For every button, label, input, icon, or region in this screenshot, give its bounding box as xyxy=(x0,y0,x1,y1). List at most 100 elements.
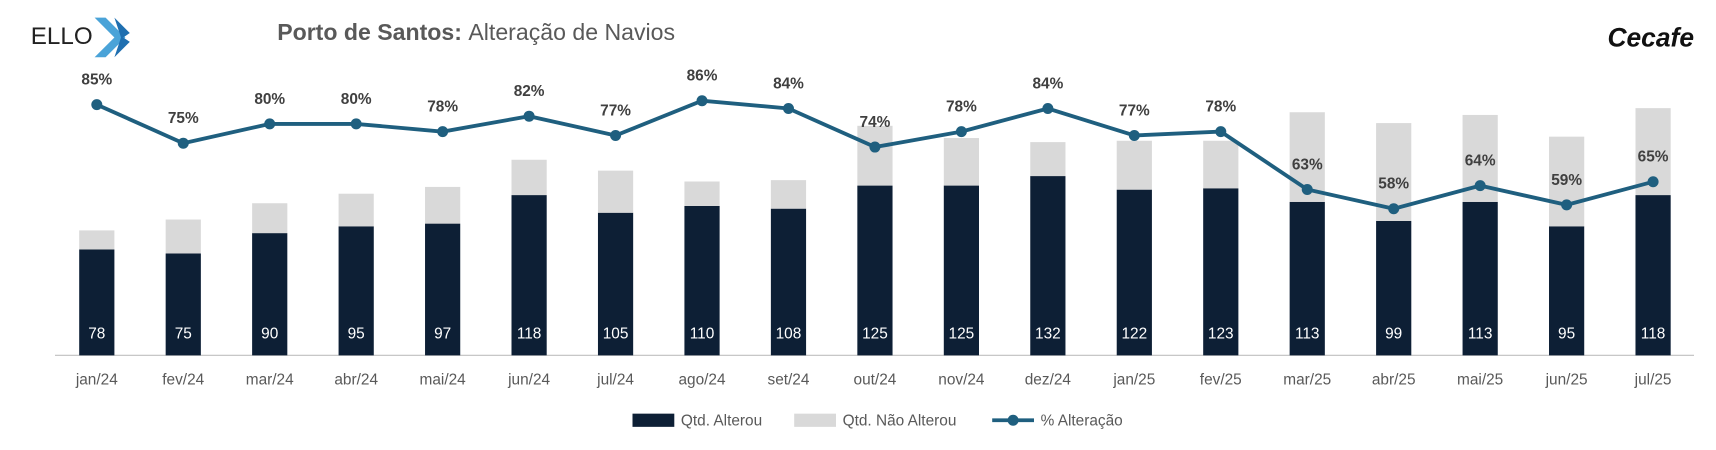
line-marker xyxy=(610,129,622,141)
bar xyxy=(1549,136,1585,227)
x-tick-label: mai/25 xyxy=(1457,372,1503,389)
bar xyxy=(79,230,115,250)
line-label: 75% xyxy=(168,110,199,127)
bar xyxy=(597,170,634,213)
bar-label: 99 xyxy=(1385,326,1402,343)
line-marker xyxy=(1215,126,1227,138)
x-tick-label: abr/25 xyxy=(1372,372,1416,389)
bar-label: 125 xyxy=(862,326,888,343)
bar xyxy=(1030,176,1066,356)
bar xyxy=(1549,226,1585,356)
logo-cecafe: Cecafe xyxy=(1607,23,1694,53)
x-tick-label: jun/25 xyxy=(1545,372,1588,389)
line-marker xyxy=(1301,183,1313,195)
bar-label: 122 xyxy=(1121,326,1147,343)
x-tick-label: jan/25 xyxy=(1112,372,1155,389)
legend-label: % Alteração xyxy=(1041,412,1123,429)
bar xyxy=(684,181,720,206)
bar-label: 123 xyxy=(1208,326,1234,343)
line-label: 82% xyxy=(514,83,545,100)
legend-swatch xyxy=(632,413,675,427)
bar xyxy=(1116,189,1152,356)
x-tick-label: jan/24 xyxy=(75,372,118,389)
line-marker xyxy=(1388,203,1400,215)
line-marker xyxy=(1128,129,1140,141)
bar-label: 118 xyxy=(1641,326,1666,343)
bar xyxy=(770,180,807,209)
line-marker xyxy=(350,118,362,130)
x-tick-label: set/24 xyxy=(768,372,810,389)
x-tick-label: dez/24 xyxy=(1025,372,1072,389)
bar-label: 75 xyxy=(175,326,192,343)
x-tick-label: mar/24 xyxy=(246,372,294,389)
bar xyxy=(684,205,720,356)
bar-label: 113 xyxy=(1468,326,1493,343)
x-tick-label: fev/24 xyxy=(162,372,204,389)
chart-title: Porto de Santos: Alteração de Navios xyxy=(277,19,675,45)
bar xyxy=(1376,220,1412,356)
line-label: 59% xyxy=(1551,172,1582,189)
line-label: 80% xyxy=(341,91,372,108)
bar xyxy=(511,195,547,356)
x-tick-label: jul/25 xyxy=(1634,372,1672,389)
bar xyxy=(1462,201,1498,356)
line-marker xyxy=(1561,199,1573,211)
bar xyxy=(857,185,893,356)
line-marker xyxy=(696,95,708,107)
line-label: 63% xyxy=(1292,156,1323,173)
line-label: 77% xyxy=(600,102,631,119)
bar xyxy=(165,219,201,254)
line-label: 58% xyxy=(1378,176,1409,193)
x-tick-label: abr/24 xyxy=(334,372,378,389)
x-tick-label: ago/24 xyxy=(678,372,726,389)
bar-label: 108 xyxy=(776,326,802,343)
bar-label: 125 xyxy=(949,326,975,343)
bar xyxy=(338,226,374,356)
line-label: 77% xyxy=(1119,102,1150,119)
line-label: 80% xyxy=(254,91,285,108)
bar xyxy=(511,159,547,196)
bar xyxy=(252,203,288,234)
bar-label: 118 xyxy=(517,326,542,343)
bar-label: 113 xyxy=(1295,326,1320,343)
line-marker xyxy=(1042,102,1054,114)
line-label: 84% xyxy=(1032,75,1063,92)
x-tick-label: jul/24 xyxy=(596,372,634,389)
line-label: 78% xyxy=(427,98,458,115)
logo-ello: ELLO xyxy=(31,23,93,50)
bar xyxy=(1116,140,1152,190)
bar xyxy=(252,233,288,356)
title-rest: Alteração de Navios xyxy=(468,19,675,45)
bar xyxy=(597,212,634,356)
bar xyxy=(425,223,461,356)
bar xyxy=(770,208,807,356)
bar xyxy=(165,253,201,356)
line-label: 64% xyxy=(1465,152,1496,169)
title-lead: Porto de Santos: xyxy=(277,19,462,45)
bar xyxy=(1635,195,1671,356)
bar-label: 78 xyxy=(88,326,105,343)
legend-label: Qtd. Não Alterou xyxy=(843,412,957,429)
bar-label: 95 xyxy=(348,326,365,343)
x-tick-label: out/24 xyxy=(854,372,897,389)
bar xyxy=(1289,201,1325,356)
line-label: 78% xyxy=(1205,98,1236,115)
line-marker xyxy=(177,137,189,149)
line-label: 84% xyxy=(773,75,804,92)
bar xyxy=(1203,188,1239,356)
bar xyxy=(79,249,115,356)
bar-label: 97 xyxy=(434,326,451,343)
x-tick-label: mar/25 xyxy=(1283,372,1331,389)
bar-label: 95 xyxy=(1558,326,1575,343)
legend-swatch xyxy=(1007,414,1019,426)
line-marker xyxy=(955,126,967,138)
line-marker xyxy=(1647,176,1659,188)
bar-label: 110 xyxy=(690,326,715,343)
x-tick-label: mai/24 xyxy=(420,372,467,389)
line-marker xyxy=(782,102,794,114)
bar-label: 132 xyxy=(1035,326,1061,343)
bar xyxy=(943,138,979,186)
x-tick-label: fev/25 xyxy=(1200,372,1242,389)
legend-swatch xyxy=(794,413,836,427)
